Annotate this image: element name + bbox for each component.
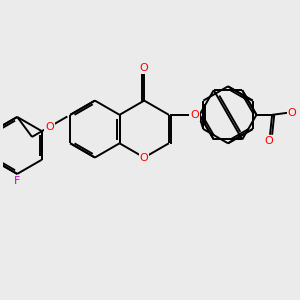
Text: O: O	[45, 122, 54, 132]
Text: O: O	[190, 110, 199, 120]
Text: F: F	[14, 176, 20, 186]
Text: O: O	[140, 63, 148, 73]
Text: O: O	[265, 136, 274, 146]
Text: O: O	[288, 108, 296, 118]
Text: O: O	[140, 152, 148, 163]
